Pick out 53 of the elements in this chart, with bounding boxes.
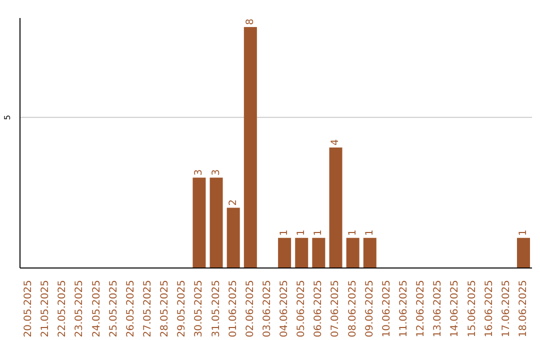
x-tick-label: 28.05.2025 [160, 280, 171, 338]
bar [346, 238, 360, 268]
bar [312, 238, 326, 268]
data-label: 2 [228, 199, 239, 206]
x-tick-label: 10.06.2025 [381, 280, 392, 338]
x-tick-label: 23.05.2025 [74, 280, 86, 338]
data-label: 1 [347, 230, 358, 236]
x-tick-label: 01.06.2025 [228, 280, 239, 338]
x-tick-label: 21.05.2025 [40, 280, 52, 338]
x-tick-label: 25.05.2025 [108, 280, 120, 338]
bar [210, 178, 223, 268]
data-label: 4 [330, 139, 342, 146]
x-tick-label: 15.06.2025 [466, 280, 478, 338]
data-label: 1 [279, 230, 290, 236]
x-tick-label: 16.06.2025 [484, 280, 495, 338]
x-tick-label: 17.06.2025 [500, 280, 512, 338]
x-tick-label: 07.06.2025 [330, 280, 342, 338]
bar [278, 238, 292, 268]
data-label: 1 [364, 230, 376, 236]
x-tick-label: 05.06.2025 [296, 280, 308, 338]
data-label: 1 [296, 230, 308, 236]
x-tick-label: 09.06.2025 [364, 280, 376, 338]
bar [192, 178, 206, 268]
bar [295, 238, 308, 268]
x-tick-label: 08.06.2025 [347, 280, 358, 338]
x-tick-label: 04.06.2025 [279, 280, 290, 338]
bar [226, 208, 240, 268]
x-tick-label: 03.06.2025 [262, 280, 273, 338]
x-tick-label: 30.05.2025 [194, 280, 205, 338]
x-tick-label: 13.06.2025 [432, 280, 444, 338]
y-tick-label: 5 [3, 114, 12, 120]
bar [516, 238, 530, 268]
data-label: 1 [313, 230, 324, 236]
x-tick-label: 27.05.2025 [142, 280, 154, 338]
x-tick-label: 20.05.2025 [23, 280, 34, 338]
x-tick-label: 29.05.2025 [176, 280, 188, 338]
x-tick-label: 06.06.2025 [313, 280, 324, 338]
x-tick-label: 26.05.2025 [125, 280, 136, 338]
bar [363, 238, 376, 268]
data-label: 3 [194, 169, 205, 176]
x-tick-label: 24.05.2025 [91, 280, 102, 338]
bar [329, 148, 342, 268]
x-tick-label: 14.06.2025 [450, 280, 461, 338]
x-tick-label: 22.05.2025 [57, 280, 68, 338]
data-label: 1 [518, 230, 529, 236]
x-tick-label: 12.06.2025 [416, 280, 427, 338]
x-tick-label: 31.05.2025 [210, 280, 222, 338]
data-label: 8 [244, 18, 256, 26]
bar [244, 27, 257, 268]
x-tick-label: 11.06.2025 [398, 280, 410, 338]
x-tick-label: 18.06.2025 [518, 280, 529, 338]
data-label: 3 [210, 169, 222, 176]
x-tick-label: 02.06.2025 [244, 280, 256, 338]
